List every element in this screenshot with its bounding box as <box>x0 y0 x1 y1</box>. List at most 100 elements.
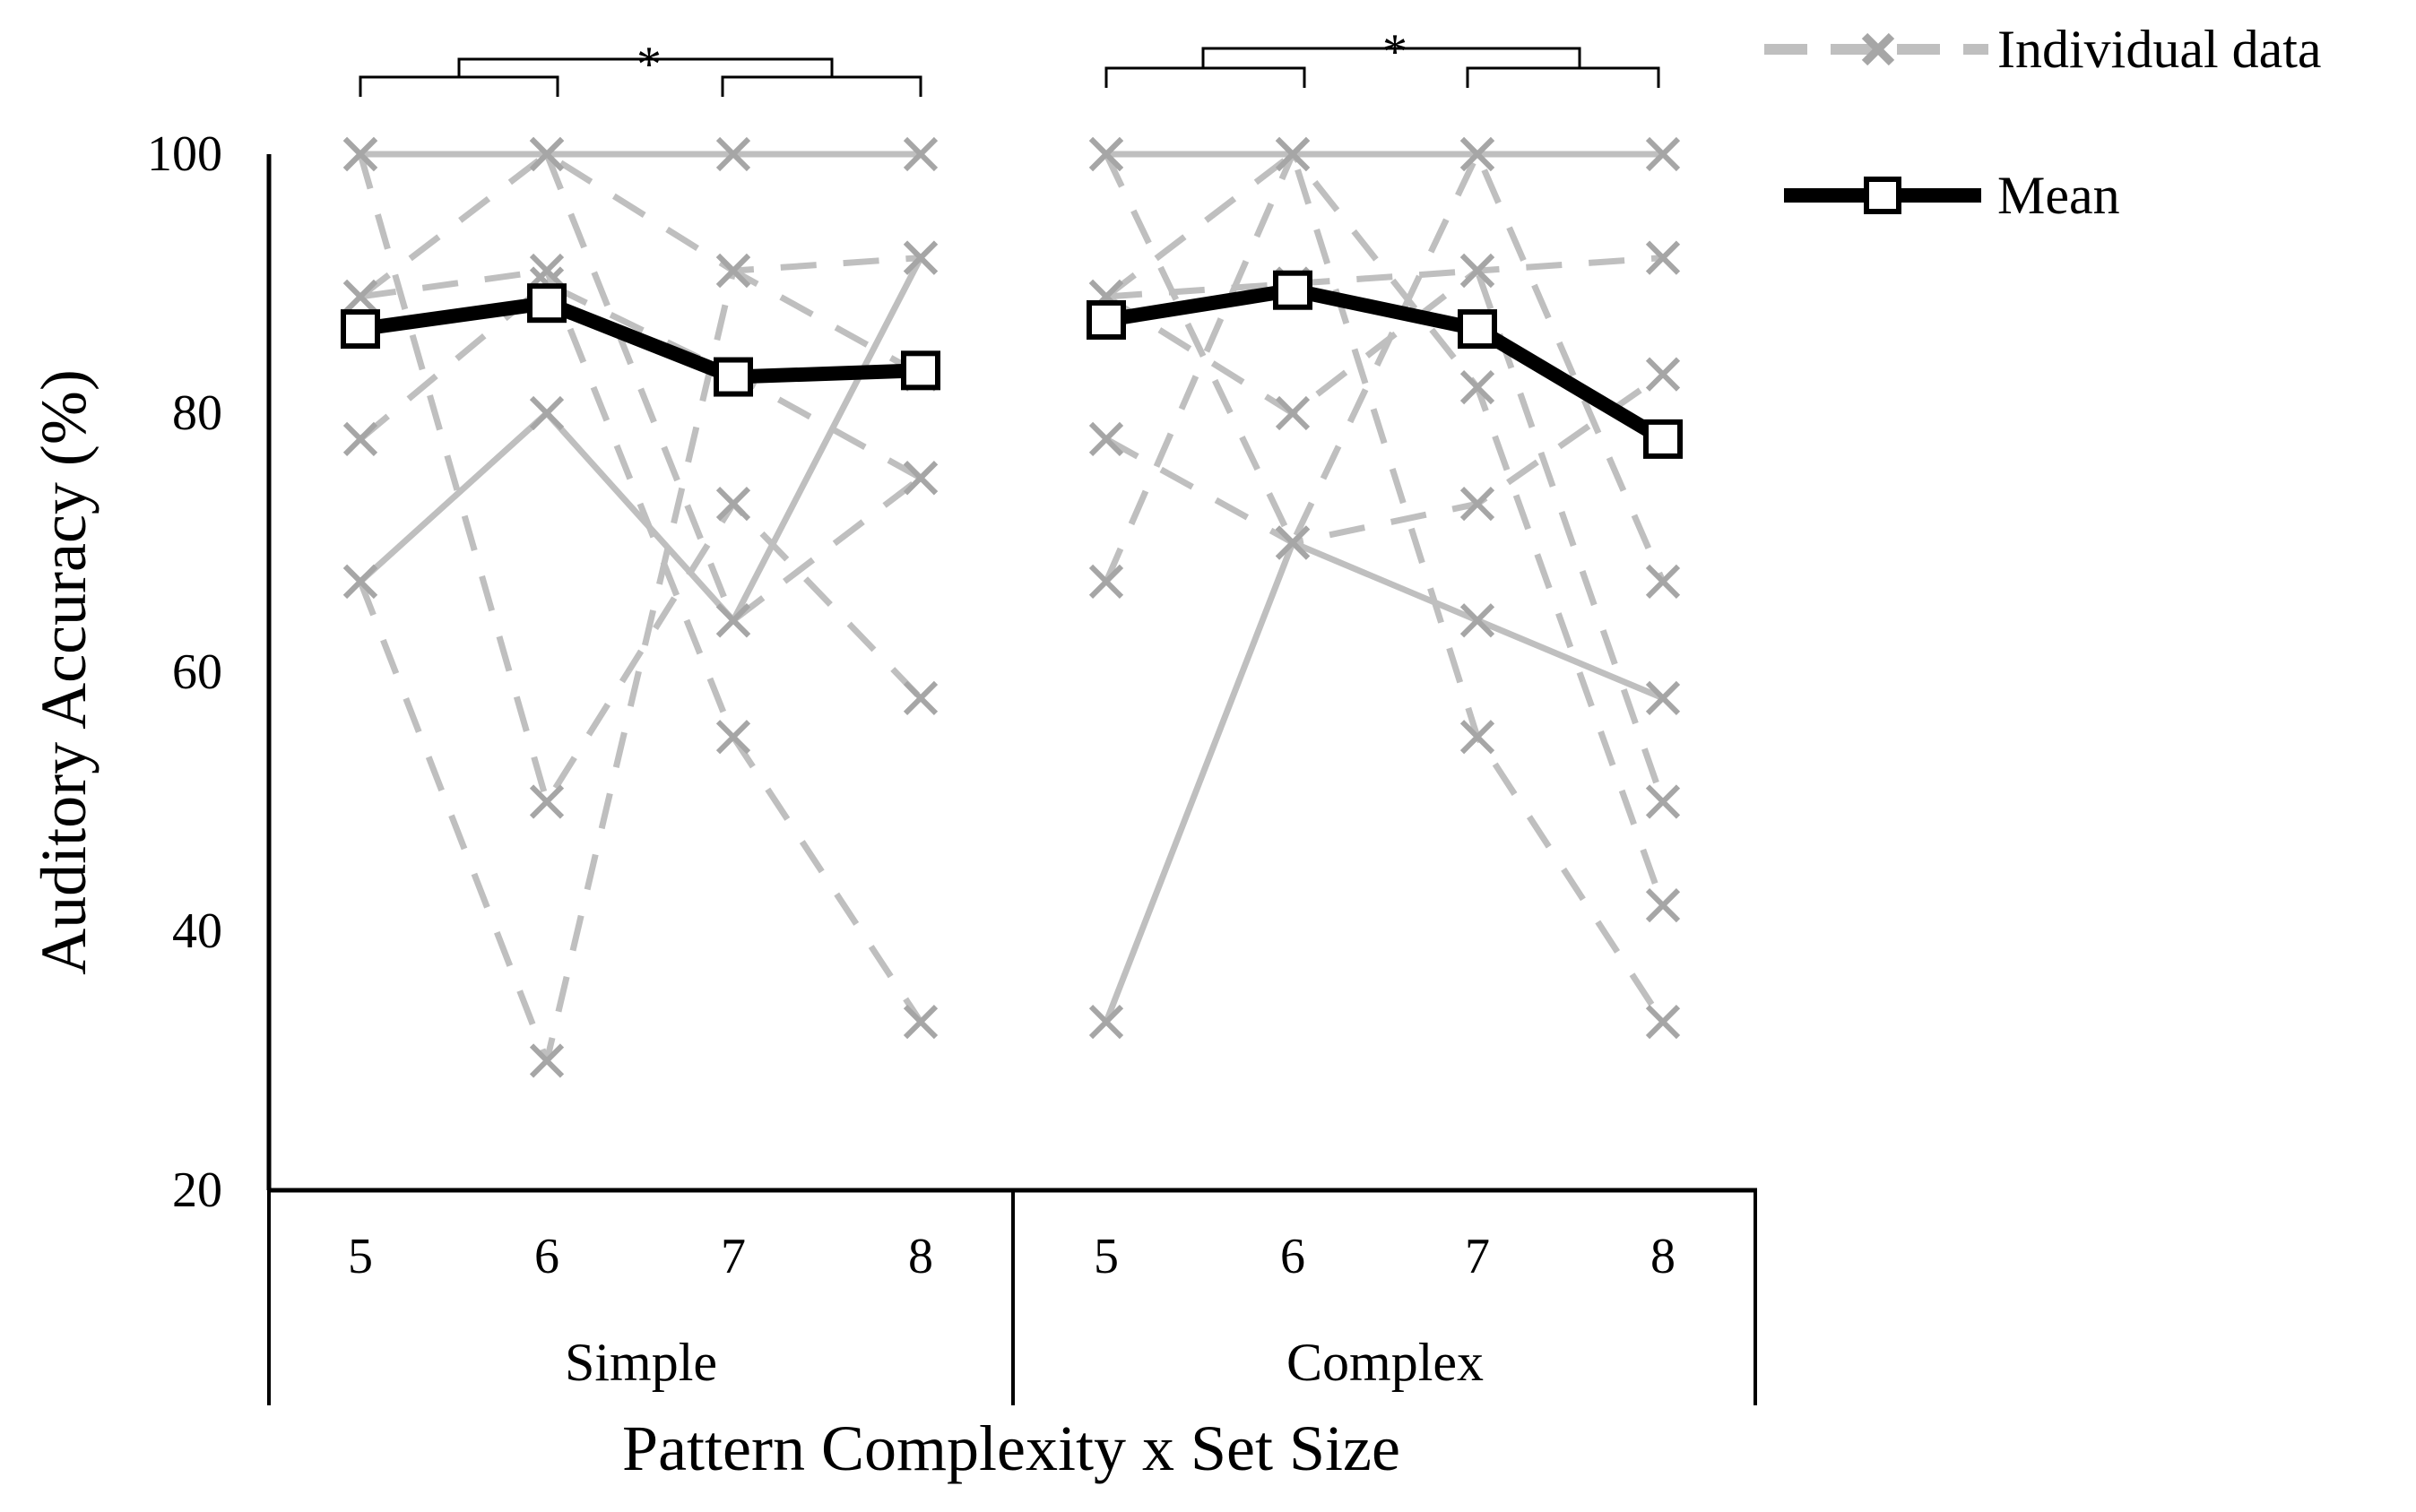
significance-brackets: * * <box>359 24 1660 97</box>
individual-marker-complex-6-3 <box>1459 136 1495 172</box>
individual-line-simple-4 <box>358 255 924 624</box>
individual-marker-complex-3-4 <box>1645 357 1681 392</box>
individual-marker-complex-4-1 <box>1088 1005 1124 1040</box>
individual-marker-complex-8-3 <box>1459 253 1495 289</box>
x-tick-label-simple-5: 5 <box>348 1229 373 1284</box>
individual-marker-complex-7-3 <box>1459 720 1495 755</box>
legend: Individual data Mean <box>1764 20 2322 225</box>
x-tick-label-simple-8: 8 <box>908 1229 933 1284</box>
individual-series-layer <box>342 136 1681 1078</box>
axes <box>266 154 1757 1405</box>
individual-marker-simple-8-3 <box>715 603 751 638</box>
individual-marker-simple-8-4 <box>903 461 939 496</box>
individual-marker-simple-5-3 <box>715 487 751 522</box>
individual-marker-complex-6-4 <box>1645 564 1681 599</box>
individual-marker-simple-6-2 <box>529 1043 565 1078</box>
individual-marker-complex-2-4 <box>1645 240 1681 275</box>
individual-line-simple-6 <box>357 267 922 1064</box>
individual-marker-simple-6-3 <box>715 253 751 289</box>
y-tick-label-100: 100 <box>147 126 222 182</box>
individual-marker-simple-7-3 <box>715 720 751 755</box>
y-tick-label-20: 20 <box>172 1162 222 1218</box>
x-tick-label-simple-6: 6 <box>534 1229 559 1284</box>
mean-marker-complex-1 <box>1087 299 1126 340</box>
bracket-simple-pairs <box>457 57 834 77</box>
individual-marker-complex-6-1 <box>1088 136 1124 172</box>
mean-marker-simple-1 <box>341 309 380 350</box>
bracket-complex-7-8 <box>1466 66 1660 88</box>
individual-marker-complex-7-4 <box>1645 1005 1681 1040</box>
x-tick-label-complex-6: 6 <box>1280 1229 1305 1284</box>
individual-line-complex-3 <box>1104 371 1666 546</box>
bracket-complex-pairs <box>1201 47 1581 68</box>
mean-marker-complex-4 <box>1643 419 1683 459</box>
significance-star-simple: * <box>636 37 662 92</box>
legend-item-mean: Mean <box>1784 166 2120 225</box>
group-label-simple: Simple <box>565 1333 717 1392</box>
individual-marker-complex-1-4 <box>1645 136 1681 172</box>
x-tick-label-complex-5: 5 <box>1094 1229 1119 1284</box>
individual-line-simple-7 <box>359 267 923 1024</box>
individual-marker-complex-3-1 <box>1088 421 1124 457</box>
individual-marker-complex-3-3 <box>1459 487 1495 522</box>
y-tick-labels: 20 40 60 80 100 <box>147 126 222 1218</box>
significance-star-complex: * <box>1382 24 1407 80</box>
individual-marker-simple-4-2 <box>529 395 565 431</box>
mean-marker-simple-2 <box>527 283 567 324</box>
individual-line-simple-5 <box>357 153 923 805</box>
x-tick-labels: 5 6 7 8 5 6 7 8 <box>348 1229 1676 1284</box>
individual-line-simple-3 <box>358 281 922 481</box>
individual-marker-complex-5-1 <box>1088 564 1124 599</box>
individual-marker-complex-5-3 <box>1459 369 1495 405</box>
individual-marker-simple-5-4 <box>903 680 939 716</box>
individual-line-complex-8 <box>1105 267 1667 803</box>
individual-line-simple-2 <box>358 151 922 299</box>
y-tick-label-40: 40 <box>172 903 222 959</box>
individual-marker-simple-3-1 <box>342 421 378 457</box>
individual-line-complex-7 <box>1104 151 1666 1024</box>
individual-marker-complex-5-4 <box>1645 887 1681 923</box>
individual-line-complex-4 <box>1103 540 1665 1024</box>
mean-marker-complex-3 <box>1458 309 1497 350</box>
x-axis-title: Pattern Complexity x Set Size <box>622 1413 1400 1484</box>
bracket-simple-7-8 <box>721 75 922 97</box>
individual-marker-simple-8-2 <box>529 136 565 172</box>
y-tick-label-80: 80 <box>172 385 222 441</box>
individual-marker-complex-7-2 <box>1275 136 1311 172</box>
individual-line-complex-6 <box>1103 151 1667 583</box>
group-label-complex: Complex <box>1286 1333 1484 1392</box>
x-tick-label-simple-7: 7 <box>721 1229 746 1284</box>
mean-marker-simple-4 <box>901 350 940 391</box>
mean-line-simple <box>359 296 922 384</box>
individual-marker-simple-7-4 <box>903 1005 939 1040</box>
individual-marker-complex-6-2 <box>1275 525 1311 560</box>
bracket-complex-5-6 <box>1104 66 1306 88</box>
individual-line-simple-8 <box>360 151 923 624</box>
individual-marker-simple-7-2 <box>529 253 565 289</box>
legend-individual-marker <box>1861 32 1895 66</box>
x-tick-label-complex-8: 8 <box>1650 1229 1676 1284</box>
individual-marker-simple-4-4 <box>903 240 939 275</box>
individual-marker-simple-5-2 <box>529 784 565 819</box>
individual-marker-simple-7-1 <box>342 279 378 315</box>
individual-marker-complex-8-4 <box>1645 784 1681 819</box>
mean-series-layer <box>341 270 1683 459</box>
legend-mean-label: Mean <box>1997 166 2120 225</box>
y-tick-label-60: 60 <box>172 644 222 700</box>
individual-line-complex-5 <box>1103 151 1667 907</box>
mean-marker-complex-2 <box>1273 270 1312 310</box>
y-axis-title: Auditory Accuracy (%) <box>28 369 100 975</box>
individual-marker-simple-8-1 <box>342 136 378 172</box>
individual-marker-simple-6-1 <box>342 564 378 599</box>
legend-individual-label: Individual data <box>1997 20 2322 79</box>
x-tick-label-complex-7: 7 <box>1465 1229 1490 1284</box>
mean-line-complex <box>1104 282 1667 445</box>
bracket-simple-5-6 <box>359 75 559 97</box>
legend-item-individual: Individual data <box>1764 20 2322 79</box>
individual-marker-simple-1-4 <box>903 136 939 172</box>
individual-marker-complex-2-2 <box>1275 395 1311 431</box>
legend-mean-marker <box>1864 177 1901 214</box>
individual-marker-complex-4-4 <box>1645 680 1681 716</box>
individual-marker-complex-4-3 <box>1459 603 1495 638</box>
